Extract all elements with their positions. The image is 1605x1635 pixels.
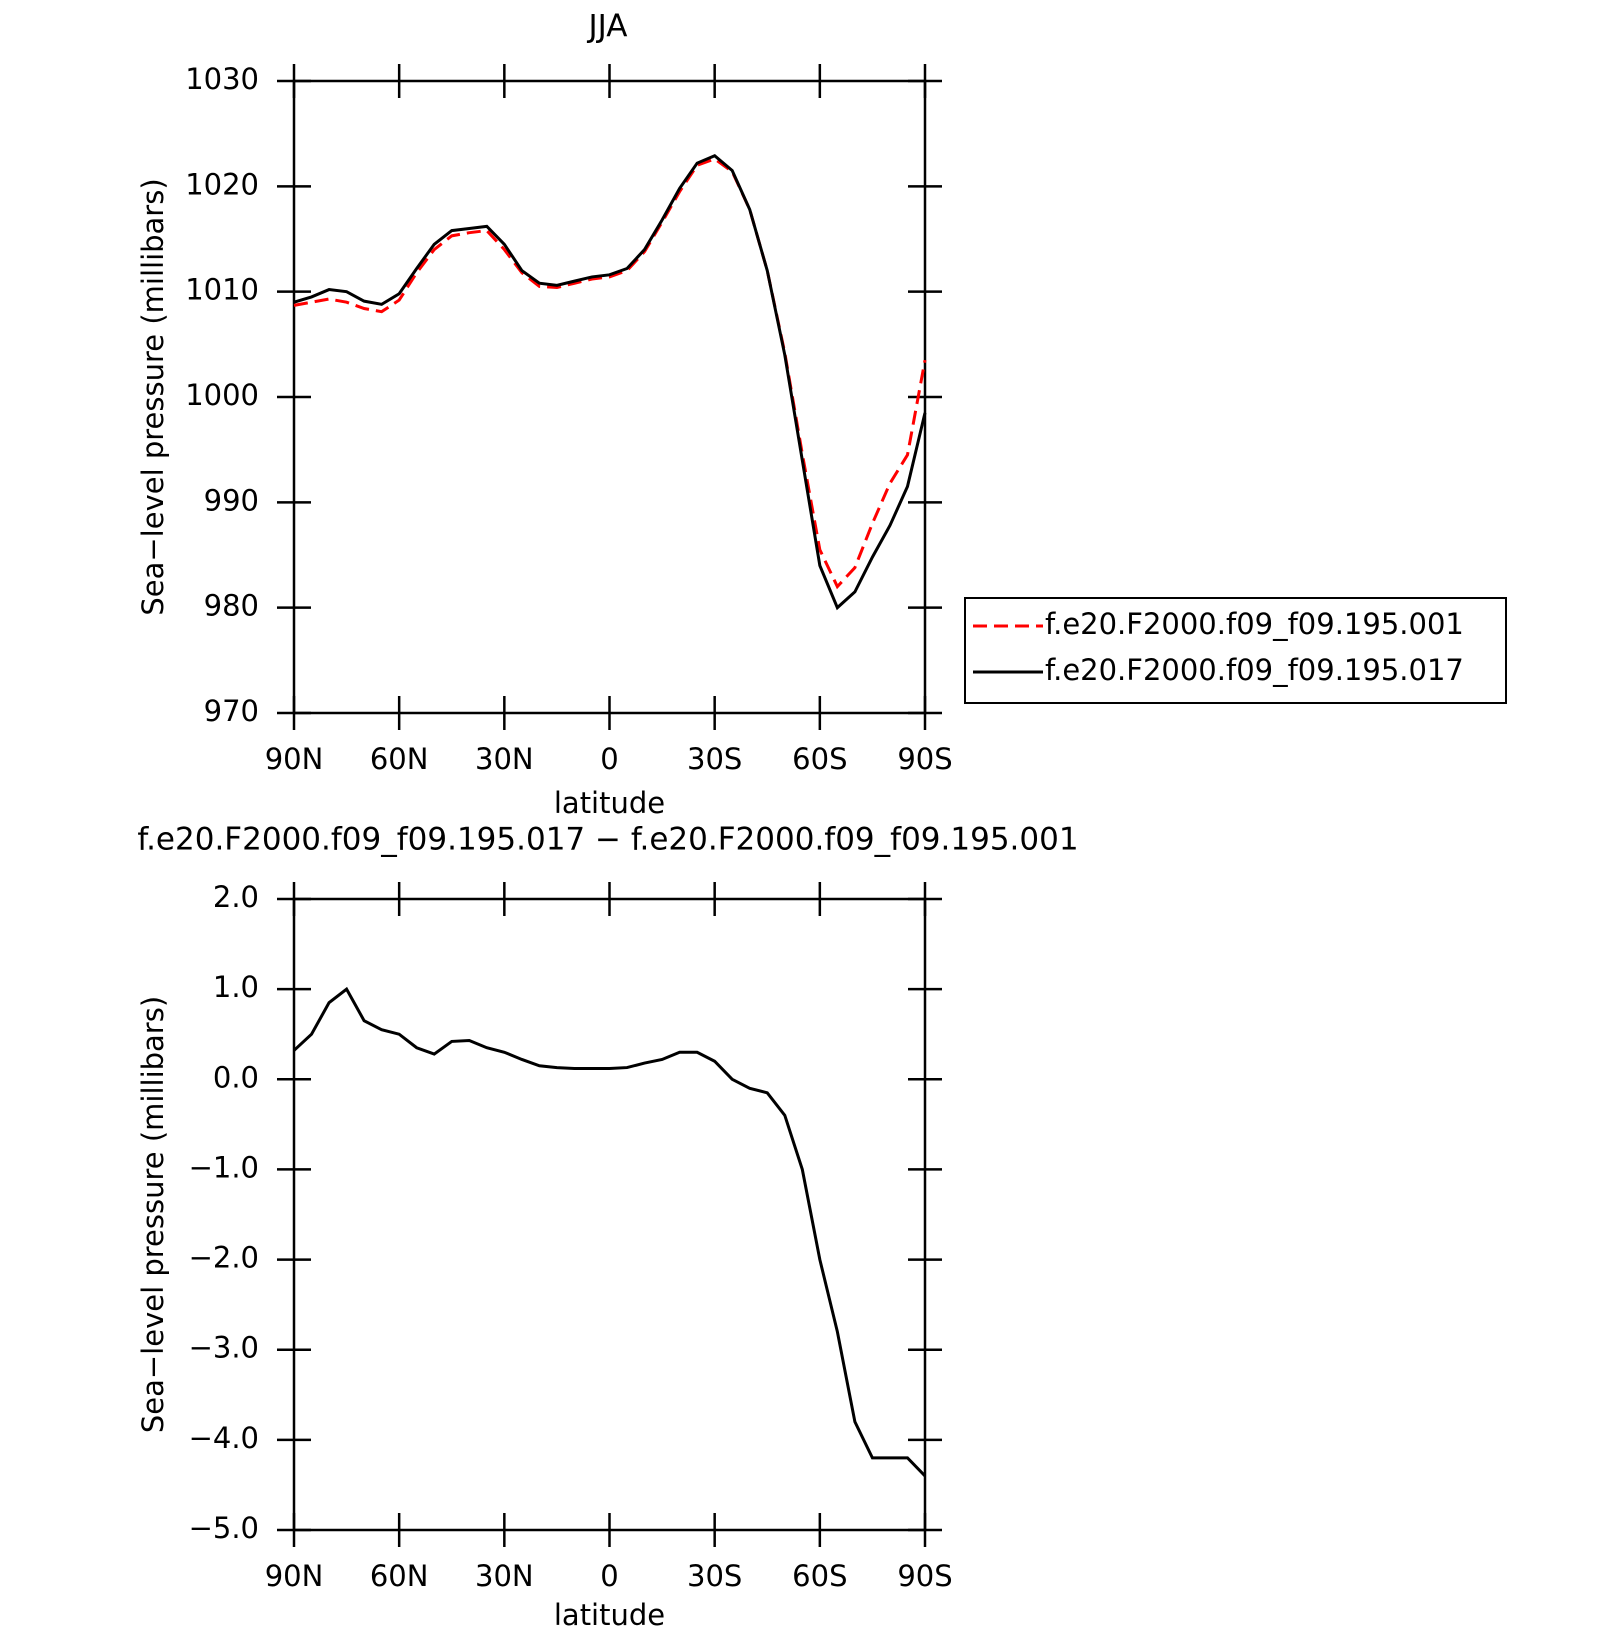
x-tick-label: 0 [600,742,618,776]
x-tick-label: 0 [600,1559,618,1593]
legend-label: f.e20.F2000.f09_f09.195.017 [1045,653,1464,687]
x-tick-label: 90S [897,742,952,776]
x-tick-label: 60S [792,742,847,776]
plot-frame [292,897,927,1532]
y-tick-label: 1.0 [213,970,259,1004]
x-axis-label: latitude [554,786,665,820]
y-tick-label: 2.0 [213,880,259,914]
x-tick-label: 60N [370,742,429,776]
y-tick-label: 1000 [185,378,259,412]
y-tick-label: 970 [204,694,259,728]
legend-label: f.e20.F2000.f09_f09.195.001 [1045,607,1464,641]
y-tick-label: −1.0 [189,1150,259,1184]
x-tick-label: 30N [475,742,534,776]
x-tick-label: 60S [792,1559,847,1593]
y-tick-label: −3.0 [189,1331,259,1365]
x-axis-label: latitude [554,1598,665,1632]
data-line [293,157,927,590]
y-tick-label: 1030 [185,62,259,96]
chart-title: f.e20.F2000.f09_f09.195.017 − f.e20.F200… [137,822,1078,858]
y-axis-label: Sea−level pressure (millibars) [136,178,170,615]
x-tick-label: 60N [370,1559,429,1593]
data-line [293,154,927,611]
x-tick-label: 30S [687,1559,742,1593]
y-tick-label: 990 [204,483,259,517]
x-tick-label: 30S [687,742,742,776]
y-tick-label: 1020 [185,167,259,201]
y-tick-label: 1010 [185,273,259,307]
y-tick-label: 980 [204,589,259,623]
y-tick-label: 0.0 [213,1060,259,1094]
data-line [292,986,927,1477]
chart-title: JJA [587,9,628,45]
y-tick-label: −5.0 [189,1511,259,1545]
x-tick-label: 90N [265,742,324,776]
x-tick-label: 90N [265,1559,324,1593]
y-tick-label: −4.0 [189,1421,259,1455]
x-tick-label: 90S [897,1559,952,1593]
y-axis-label: Sea−level pressure (millibars) [136,996,170,1433]
legend-box [964,597,1507,704]
plot-frame [292,79,927,715]
x-tick-label: 30N [475,1559,534,1593]
y-tick-label: −2.0 [189,1241,259,1275]
